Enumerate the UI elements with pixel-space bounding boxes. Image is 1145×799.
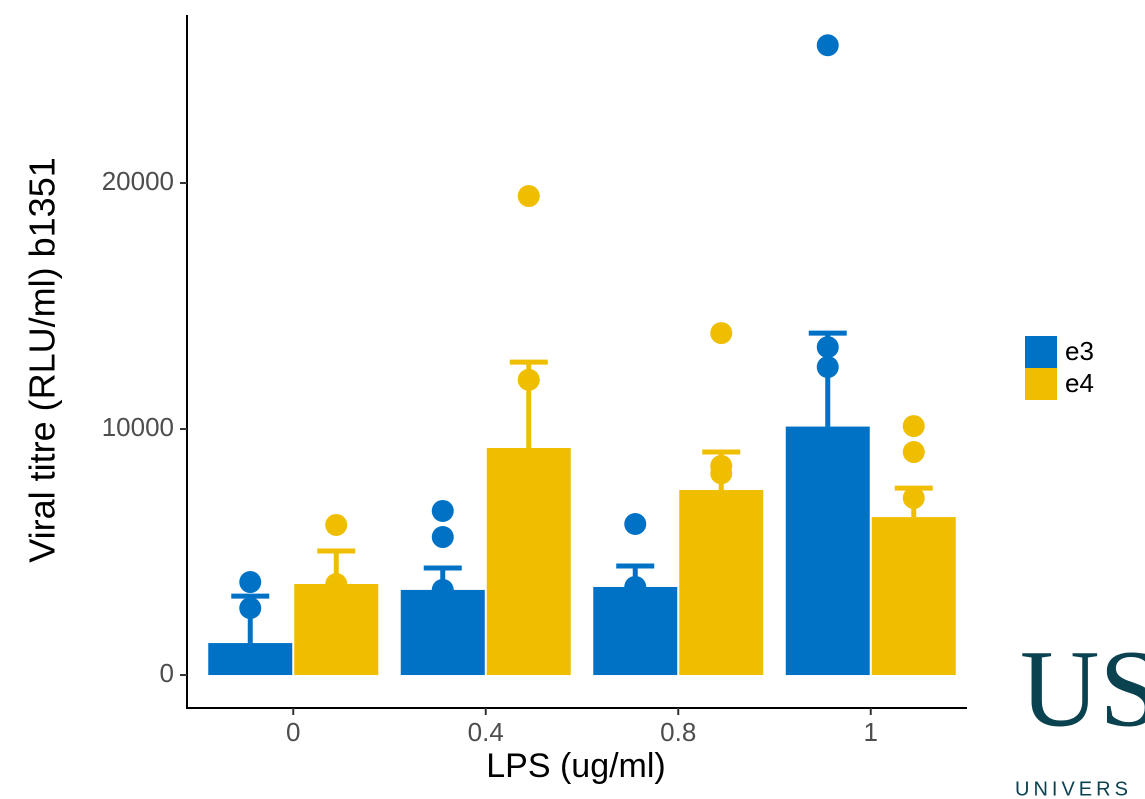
bar (593, 586, 678, 676)
bar (679, 490, 764, 676)
y-axis-title: Viral titre (RLU/ml) b1351 (22, 157, 63, 562)
bar (486, 447, 571, 676)
bar (208, 643, 293, 676)
bar (785, 426, 870, 676)
y-tick-label: 0 (160, 658, 174, 688)
data-point (431, 526, 454, 549)
data-point (239, 571, 262, 594)
data-point (816, 34, 839, 57)
data-point (517, 368, 540, 391)
data-point (325, 513, 348, 536)
data-point (325, 573, 348, 596)
data-point (431, 578, 454, 601)
logo-text: UNIVERS (1015, 778, 1132, 799)
data-point (902, 441, 925, 464)
data-point (710, 322, 733, 345)
x-tick-label: 0 (286, 717, 300, 747)
bar (871, 517, 956, 676)
logo-mark: US (1020, 627, 1145, 749)
data-point (710, 462, 733, 485)
data-point (517, 185, 540, 208)
legend-swatch (1025, 336, 1057, 368)
x-tick-label: 1 (864, 717, 878, 747)
bar (294, 584, 379, 676)
data-point (624, 575, 647, 598)
x-axis-title: LPS (ug/ml) (486, 747, 666, 785)
legend-label: e4 (1065, 368, 1094, 398)
data-point (816, 336, 839, 359)
data-point (431, 499, 454, 522)
data-point (624, 512, 647, 535)
bar (400, 589, 485, 676)
data-point (816, 356, 839, 379)
y-tick-label: 20000 (102, 166, 174, 196)
x-tick-label: 0.4 (468, 717, 504, 747)
y-tick-label: 10000 (102, 412, 174, 442)
data-point (239, 597, 262, 620)
legend-label: e3 (1065, 336, 1094, 366)
data-point (902, 487, 925, 510)
data-point (902, 415, 925, 438)
x-tick-label: 0.8 (660, 717, 696, 747)
legend-swatch (1025, 368, 1057, 400)
